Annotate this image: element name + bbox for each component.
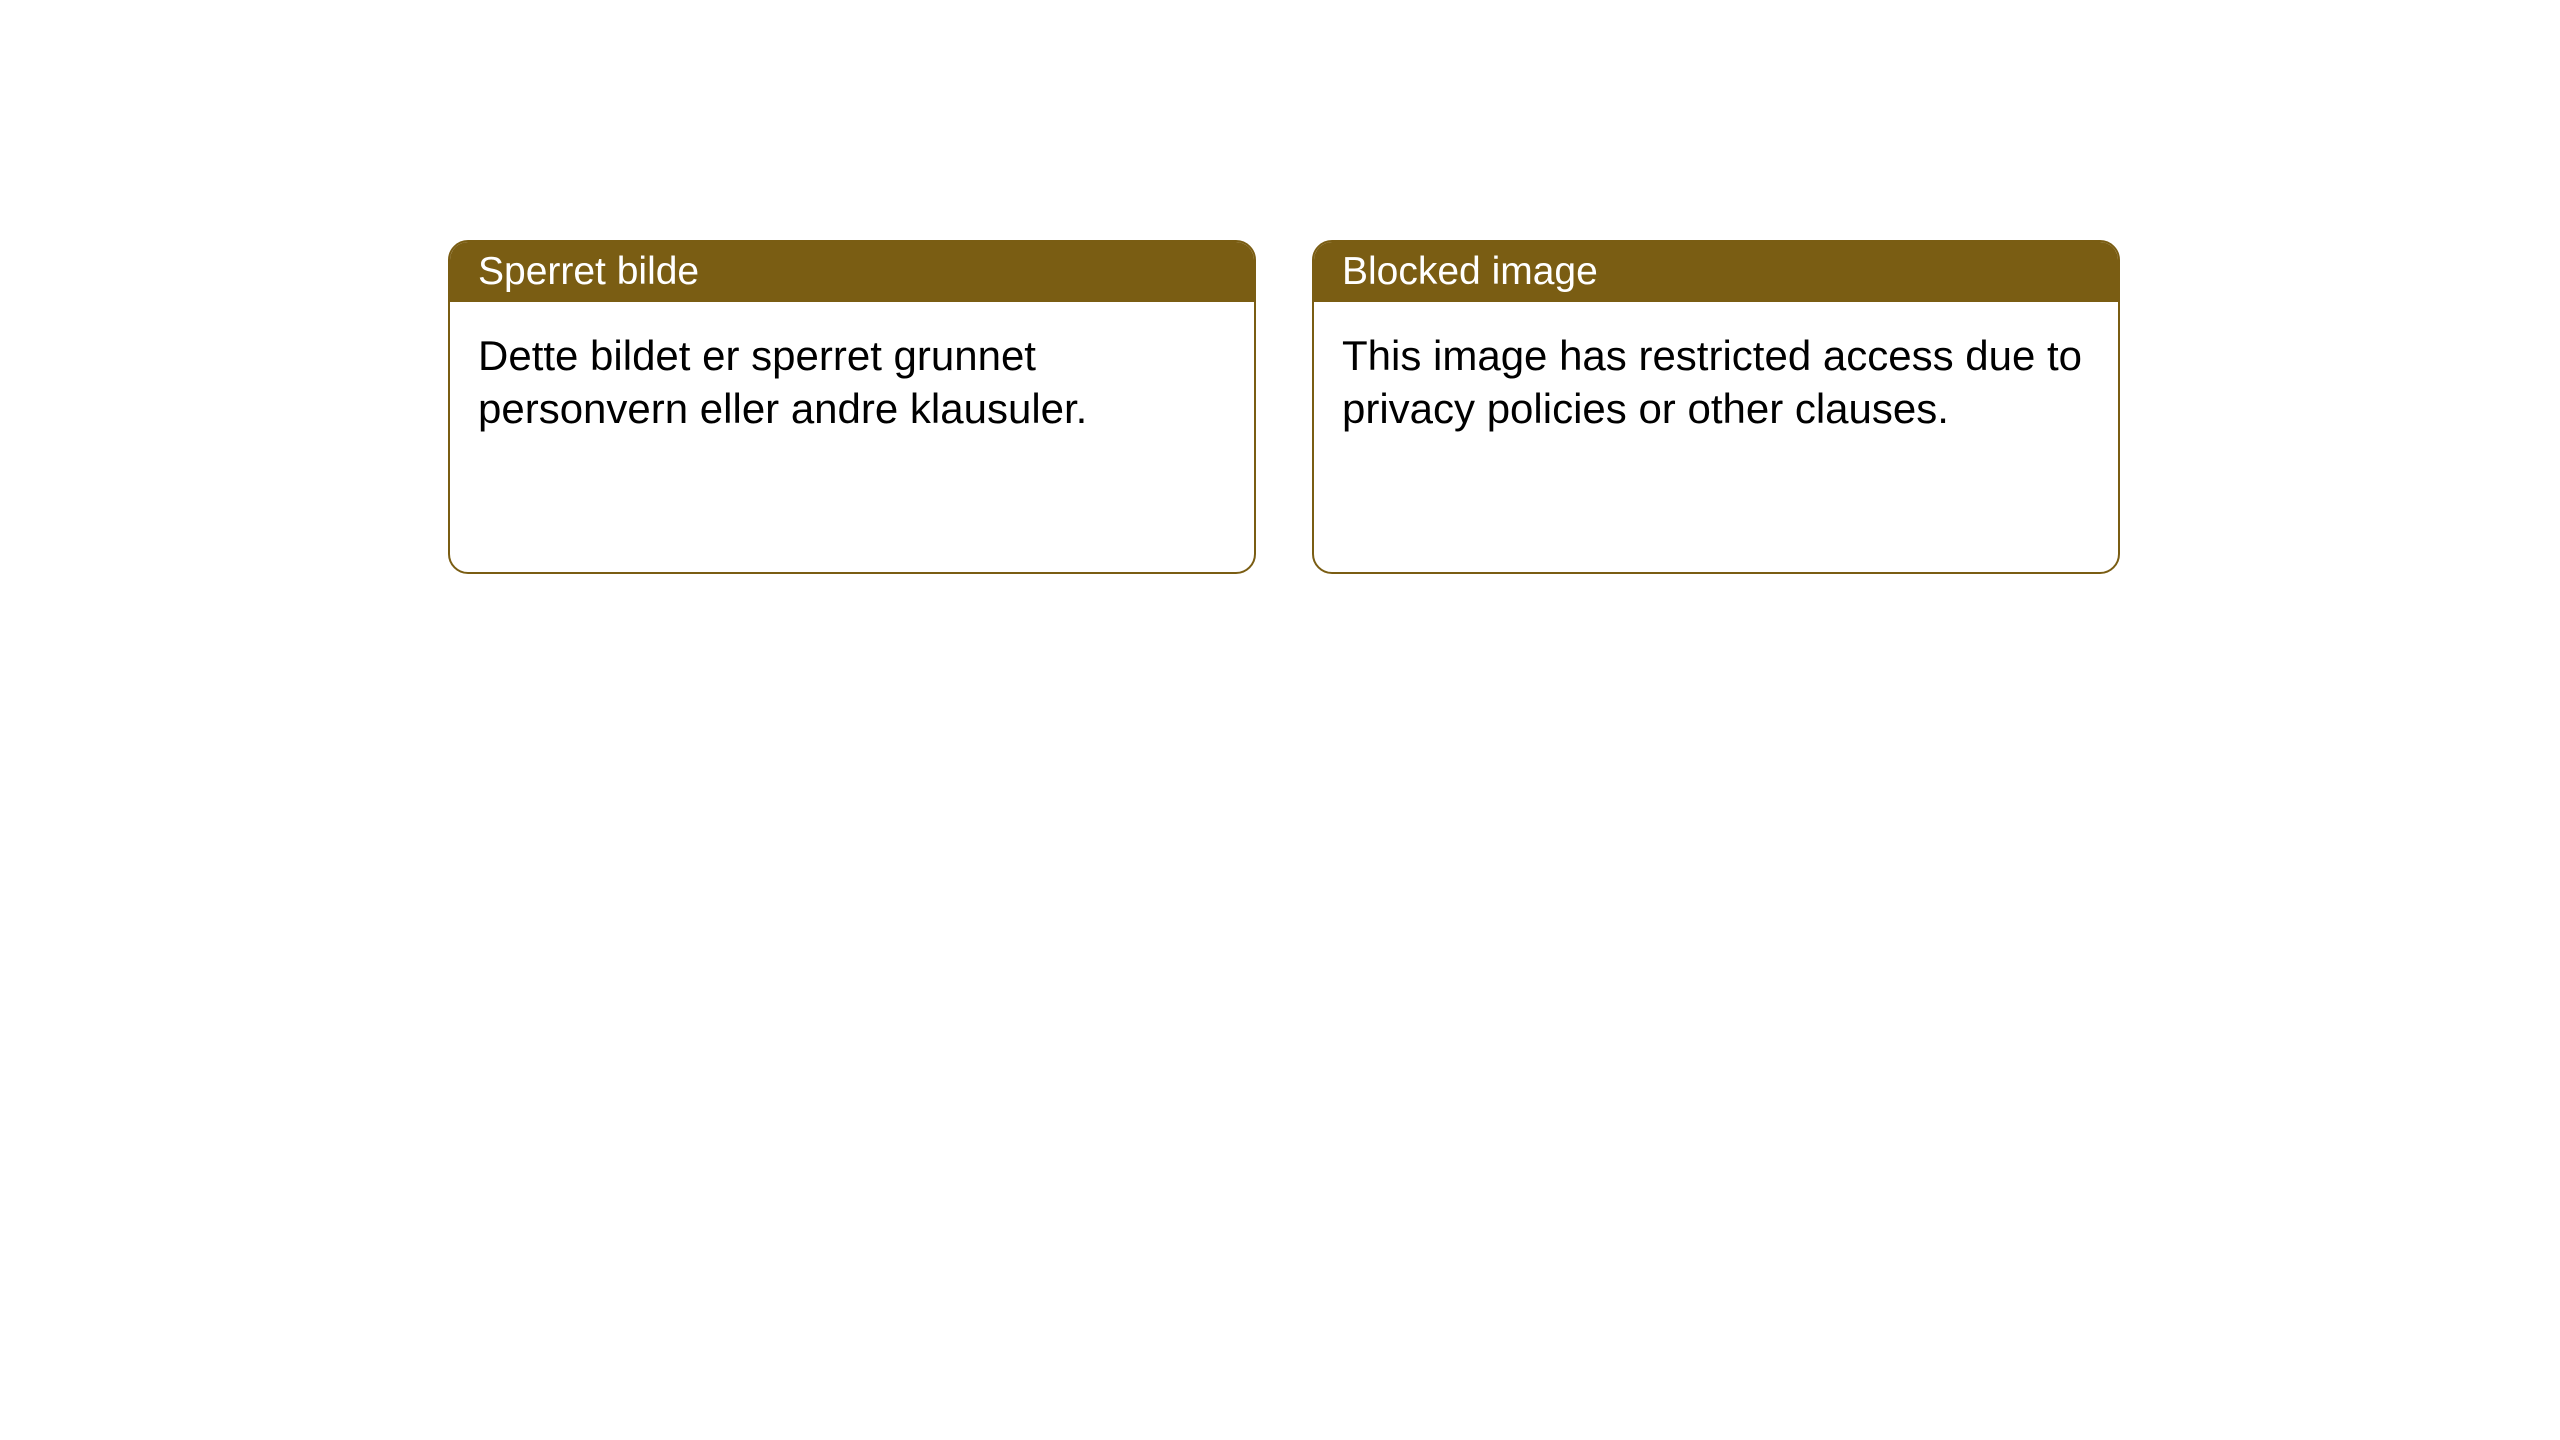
card-body: Dette bildet er sperret grunnet personve… — [450, 302, 1254, 463]
card-body: This image has restricted access due to … — [1314, 302, 2118, 463]
card-header: Blocked image — [1314, 242, 2118, 302]
card-body-text: Dette bildet er sperret grunnet personve… — [478, 332, 1087, 432]
card-title: Blocked image — [1342, 250, 1598, 293]
card-body-text: This image has restricted access due to … — [1342, 332, 2082, 432]
notice-card-english: Blocked image This image has restricted … — [1312, 240, 2120, 574]
notice-card-norwegian: Sperret bilde Dette bildet er sperret gr… — [448, 240, 1256, 574]
card-title: Sperret bilde — [478, 250, 699, 293]
card-header: Sperret bilde — [450, 242, 1254, 302]
notice-cards-container: Sperret bilde Dette bildet er sperret gr… — [448, 240, 2560, 574]
